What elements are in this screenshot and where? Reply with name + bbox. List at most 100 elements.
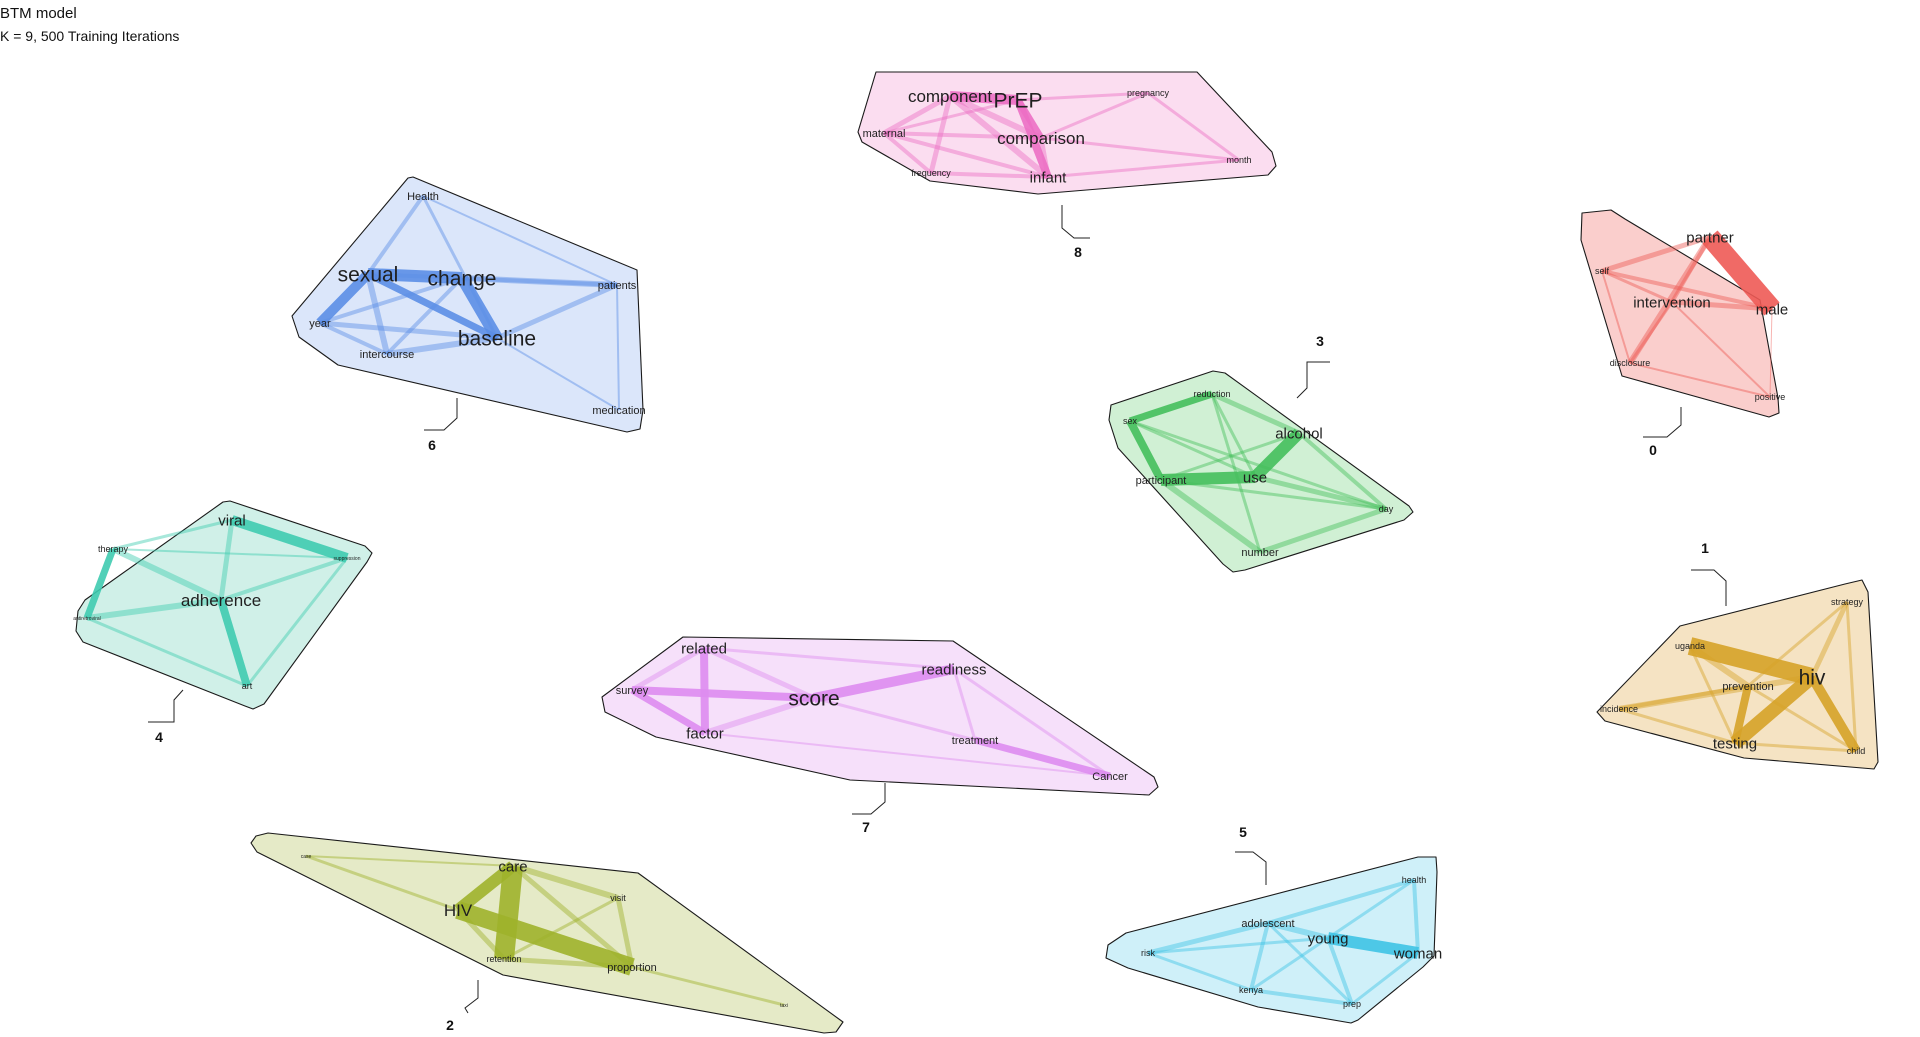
- topic-2-edge: [305, 854, 459, 912]
- topic-8-edge: [1040, 91, 1149, 140]
- topic-0-edge: [1627, 235, 1713, 365]
- topic-7-edge: [704, 695, 815, 736]
- topic-8-term: maternal: [863, 128, 906, 140]
- topic-1-edge: [1730, 671, 1817, 749]
- topic-3-edge: [1160, 478, 1387, 511]
- topic-6-term: year: [309, 318, 331, 330]
- topic-7-edge: [813, 696, 976, 742]
- topic-3-edge: [1129, 419, 1387, 511]
- topic-4-edge: [217, 598, 251, 688]
- topic-8-edge: [883, 131, 1049, 179]
- topic-6-edge: [319, 320, 498, 341]
- topic-1-edge: [1747, 684, 1857, 753]
- topic-3-edge: [1159, 477, 1262, 555]
- topic-3-cluster: reduction sex alcohol use participant day numb…: [1108, 333, 1414, 573]
- topic-2-term: proportion: [607, 962, 657, 974]
- topic-6-number-label: 6: [428, 437, 436, 453]
- topic-5-edge: [1327, 932, 1419, 959]
- topic-3-number-label: 3: [1316, 333, 1324, 349]
- topic-0-edge: [1601, 234, 1711, 274]
- topic-4-label-leader: [148, 689, 184, 723]
- topic-8-edge: [1015, 98, 1044, 140]
- topic-6-edge: [366, 270, 499, 342]
- topic-7-edge: [704, 732, 1111, 777]
- topic-2-edge: [512, 863, 619, 901]
- topic-6-cluster: Health sexual change patients year baseline in…: [291, 176, 646, 453]
- topic-5-edge: [1267, 878, 1415, 925]
- topic-3-term: use: [1243, 469, 1267, 486]
- topic-6-edge: [461, 275, 618, 288]
- topic-5-edge: [1147, 951, 1252, 992]
- topic-3-edge: [1210, 393, 1262, 553]
- topic-6-edge: [616, 284, 620, 411]
- topic-8-term: component: [908, 87, 992, 106]
- topic-8-edge: [882, 131, 933, 175]
- topic-1-hull: [1596, 579, 1879, 770]
- topic-6-edge: [421, 195, 499, 339]
- topic-7-term: factor: [686, 725, 724, 742]
- topic-8-hull: [857, 71, 1277, 195]
- topic-5-edge: [1250, 988, 1353, 1006]
- topic-2-term: taxi: [780, 1003, 788, 1009]
- topic-5-edge: [1351, 951, 1419, 1006]
- topic-7-edge: [700, 647, 709, 734]
- topic-1-number-label: 1: [1701, 540, 1709, 556]
- topic-6-edge: [496, 337, 620, 411]
- topic-6-edge: [385, 276, 464, 356]
- topic-6-edge: [495, 282, 619, 341]
- topic-7-cluster: related readiness survey score factor treatme…: [601, 636, 1159, 835]
- topic-8-cluster: component PrEP pregnancy maternal comparison…: [857, 71, 1277, 260]
- topic-1-edge: [1809, 600, 1850, 679]
- topic-5-label-leader: [1235, 851, 1267, 885]
- topic-1-edge: [1845, 601, 1858, 752]
- topic-0-edge: [1671, 301, 1771, 398]
- topic-3-edge: [1128, 390, 1214, 425]
- topic-7-edge: [631, 686, 815, 702]
- topic-1-edge: [1618, 707, 1736, 745]
- topic-5-edge: [1326, 937, 1354, 1005]
- topic-5-edge: [1412, 879, 1420, 954]
- topic-0-edge: [1601, 270, 1631, 364]
- topic-8-term: infant: [1030, 169, 1068, 186]
- topic-2-edge: [305, 855, 514, 867]
- topic-1-cluster: strategy uganda hiv prevention incidence test…: [1596, 540, 1879, 770]
- topic-0-edge: [1601, 269, 1773, 311]
- topic-7-edge: [630, 645, 706, 693]
- topic-4-edge: [220, 556, 348, 602]
- topic-2-term: HIV: [444, 901, 473, 920]
- topic-1-label-leader: [1691, 569, 1727, 606]
- topic-4-edge: [230, 515, 349, 563]
- topic-4-term: therapy: [98, 544, 129, 554]
- topic-8-term: pregnancy: [1127, 88, 1170, 98]
- topic-3-edge: [1297, 431, 1388, 511]
- topic-8-edge: [882, 93, 952, 136]
- topic-0-label-leader: [1643, 407, 1682, 438]
- topic-3-edge: [1254, 474, 1387, 512]
- topic-3-term: day: [1379, 504, 1394, 514]
- topic-2-cluster: case care HIV visit retention proportion taxi 2: [250, 832, 844, 1034]
- topic-2-edge: [503, 896, 619, 961]
- topic-1-edge: [1688, 643, 1750, 689]
- topic-1-edge: [1807, 674, 1861, 754]
- topic-6-edge: [456, 274, 503, 342]
- topic-7-term: readiness: [921, 661, 986, 678]
- topic-0-hull: [1580, 209, 1780, 418]
- topic-6-term: sexual: [338, 263, 399, 286]
- topic-6-hull: [291, 176, 644, 433]
- topic-2-edge: [455, 901, 635, 976]
- topic-3-term: participant: [1136, 475, 1187, 487]
- topic-8-edge: [1038, 137, 1051, 178]
- topic-7-edge: [703, 646, 955, 671]
- topic-2-term: visit: [610, 893, 626, 903]
- topic-8-edge: [1017, 91, 1149, 102]
- topic-5-term: prep: [1343, 999, 1361, 1009]
- topic-5-edge: [1147, 920, 1269, 956]
- topic-5-term: adolescent: [1241, 918, 1294, 930]
- topic-4-number-label: 4: [155, 729, 163, 745]
- topic-5-hull: [1105, 856, 1438, 1024]
- topic-1-edge: [1734, 741, 1857, 753]
- topic-8-edge: [928, 95, 953, 174]
- topic-8-term: frequency: [911, 168, 951, 178]
- topic-6-term: Health: [407, 191, 439, 203]
- topic-6-edge: [319, 276, 463, 325]
